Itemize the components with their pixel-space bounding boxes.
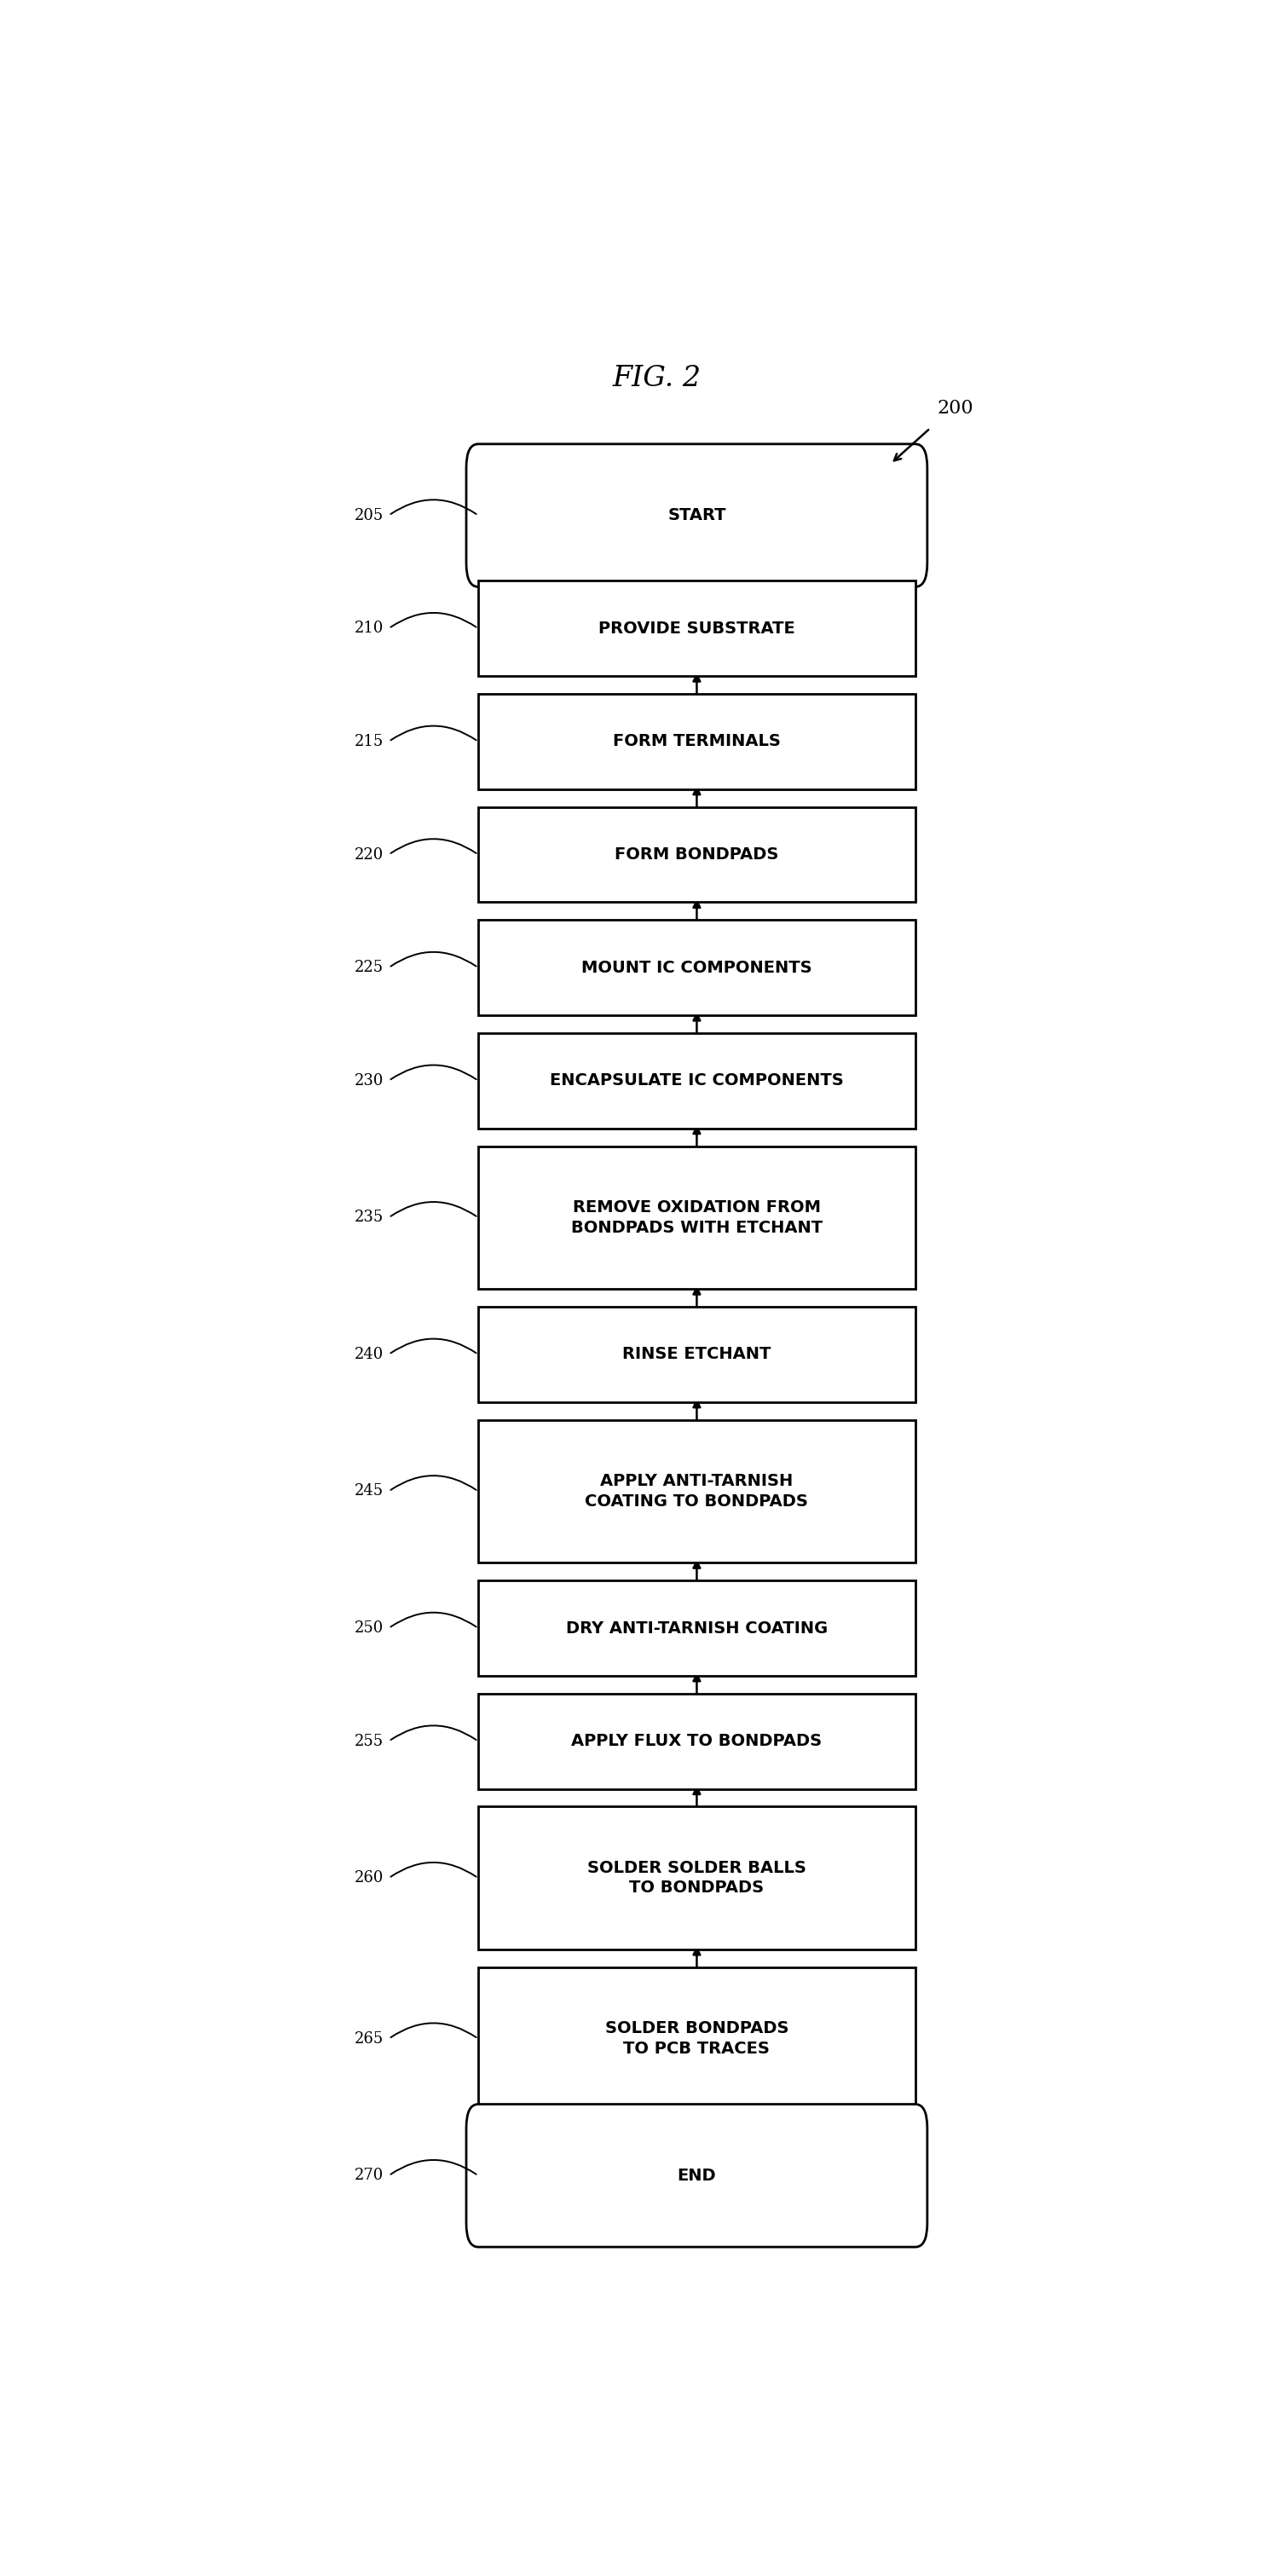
Text: 220: 220 — [355, 848, 383, 863]
Text: FORM TERMINALS: FORM TERMINALS — [613, 734, 781, 750]
Text: START: START — [668, 507, 726, 523]
Text: MOUNT IC COMPONENTS: MOUNT IC COMPONENTS — [582, 958, 812, 976]
Text: 210: 210 — [355, 621, 383, 636]
Text: APPLY ANTI-TARNISH
COATING TO BONDPADS: APPLY ANTI-TARNISH COATING TO BONDPADS — [585, 1473, 809, 1510]
Text: 255: 255 — [355, 1734, 383, 1749]
Text: SOLDER SOLDER BALLS
TO BONDPADS: SOLDER SOLDER BALLS TO BONDPADS — [587, 1860, 806, 1896]
Text: 260: 260 — [355, 1870, 383, 1886]
Text: FORM BONDPADS: FORM BONDPADS — [615, 848, 778, 863]
FancyBboxPatch shape — [467, 2105, 927, 2246]
Bar — [478, 920, 915, 1015]
Text: 265: 265 — [355, 2030, 383, 2045]
Bar — [478, 1582, 915, 1677]
Bar — [478, 1306, 915, 1401]
Bar — [478, 693, 915, 788]
Text: 270: 270 — [355, 2169, 383, 2184]
Text: REMOVE OXIDATION FROM
BONDPADS WITH ETCHANT: REMOVE OXIDATION FROM BONDPADS WITH ETCH… — [570, 1200, 823, 1236]
Text: 205: 205 — [355, 507, 383, 523]
Text: 235: 235 — [355, 1211, 383, 1226]
Text: 240: 240 — [355, 1347, 383, 1363]
Text: PROVIDE SUBSTRATE: PROVIDE SUBSTRATE — [599, 621, 795, 636]
Bar — [478, 1692, 915, 1788]
Text: 230: 230 — [355, 1074, 383, 1090]
Text: 250: 250 — [355, 1620, 383, 1636]
Text: RINSE ETCHANT: RINSE ETCHANT — [623, 1347, 770, 1363]
Text: SOLDER BONDPADS
TO PCB TRACES: SOLDER BONDPADS TO PCB TRACES — [605, 2020, 788, 2056]
Text: FIG. 2: FIG. 2 — [613, 366, 701, 392]
Bar — [478, 1968, 915, 2110]
Text: 245: 245 — [355, 1484, 383, 1499]
Bar — [478, 1419, 915, 1564]
Bar — [478, 1033, 915, 1128]
Bar — [478, 580, 915, 675]
FancyBboxPatch shape — [467, 443, 927, 587]
Text: DRY ANTI-TARNISH COATING: DRY ANTI-TARNISH COATING — [565, 1620, 828, 1636]
Bar — [478, 1146, 915, 1288]
Bar — [478, 806, 915, 902]
Text: ENCAPSULATE IC COMPONENTS: ENCAPSULATE IC COMPONENTS — [550, 1072, 844, 1090]
Text: 200: 200 — [937, 399, 973, 417]
Text: 215: 215 — [355, 734, 383, 750]
Text: APPLY FLUX TO BONDPADS: APPLY FLUX TO BONDPADS — [572, 1734, 822, 1749]
Text: 225: 225 — [355, 961, 383, 976]
Bar — [478, 1806, 915, 1950]
Text: END: END — [677, 2166, 717, 2184]
